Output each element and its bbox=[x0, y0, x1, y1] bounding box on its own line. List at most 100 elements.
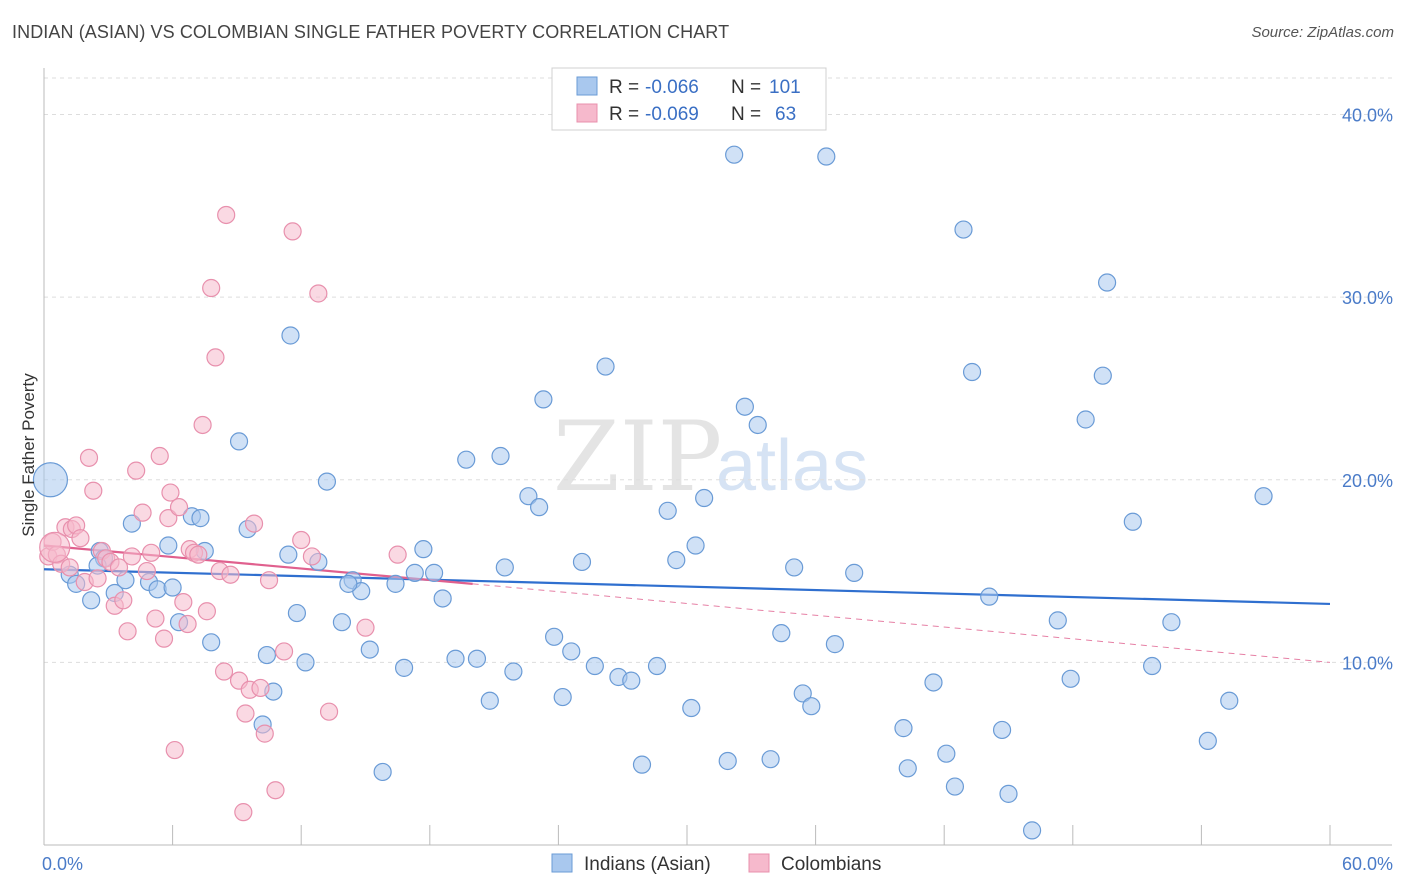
point-indian bbox=[457, 450, 476, 469]
point-colombian bbox=[88, 569, 107, 588]
point-indian bbox=[898, 759, 917, 778]
point-colombian bbox=[319, 702, 339, 721]
point-indian bbox=[296, 653, 315, 672]
point-indian bbox=[585, 656, 604, 676]
point-colombian bbox=[122, 547, 141, 566]
legend-swatch-indian bbox=[551, 853, 573, 873]
point-colombian bbox=[283, 222, 302, 241]
point-indian bbox=[433, 589, 452, 608]
point-indian bbox=[317, 472, 337, 491]
point-indian bbox=[1254, 487, 1273, 506]
point-indian bbox=[937, 744, 956, 763]
point-indian bbox=[924, 673, 943, 692]
point-colombian bbox=[251, 678, 270, 698]
point-indian bbox=[845, 563, 864, 582]
legend-box bbox=[551, 67, 827, 131]
legend-n-label: N = bbox=[731, 104, 761, 125]
point-indian bbox=[1097, 273, 1117, 292]
point-indian bbox=[386, 574, 405, 593]
point-colombian bbox=[202, 278, 221, 298]
point-indian bbox=[825, 635, 844, 654]
trend-lines bbox=[43, 544, 1331, 663]
point-indian bbox=[360, 640, 379, 659]
y-tick-label: 30.0% bbox=[1342, 288, 1393, 308]
point-colombian bbox=[274, 642, 294, 661]
point-indian bbox=[622, 671, 641, 690]
point-indian bbox=[980, 587, 999, 606]
point-colombian bbox=[221, 565, 240, 584]
point-indian bbox=[817, 147, 836, 166]
point-indian bbox=[1048, 611, 1067, 630]
correlation-legend: R = -0.066 N = 101 R = -0.069 N = 63 bbox=[551, 67, 827, 131]
point-indian bbox=[257, 645, 277, 665]
point-colombian bbox=[206, 348, 225, 367]
point-colombian bbox=[142, 543, 161, 562]
point-colombian bbox=[244, 514, 264, 533]
point-colombian bbox=[266, 781, 285, 800]
point-indian bbox=[686, 536, 705, 555]
point-colombian bbox=[165, 740, 184, 760]
point-indian bbox=[1162, 613, 1181, 632]
series-legend: Indians (Asian) Colombians bbox=[551, 853, 881, 875]
source-label: Source: ZipAtlas.com bbox=[1251, 24, 1394, 41]
point-colombian bbox=[302, 547, 322, 566]
point-colombian bbox=[79, 448, 99, 467]
point-indian bbox=[1022, 821, 1042, 840]
watermark: ZIP atlas bbox=[553, 401, 868, 513]
point-colombian bbox=[109, 558, 129, 577]
point-indian bbox=[945, 777, 965, 796]
point-indian bbox=[424, 563, 444, 582]
point-colombian bbox=[217, 205, 236, 225]
point-colombian bbox=[169, 498, 189, 517]
point-indian bbox=[405, 563, 424, 582]
point-indian bbox=[658, 501, 677, 520]
point-colombian bbox=[39, 531, 71, 563]
axes bbox=[43, 68, 1392, 846]
x-tick-label: 0.0% bbox=[42, 854, 83, 874]
point-indian bbox=[491, 446, 510, 466]
legend-n-value: 101 bbox=[769, 77, 801, 98]
point-indian bbox=[519, 487, 538, 506]
chart-title: INDIAN (ASIAN) VS COLOMBIAN SINGLE FATHE… bbox=[12, 22, 730, 42]
legend-label-indian: Indians (Asian) bbox=[584, 854, 711, 875]
point-indian bbox=[1143, 656, 1162, 676]
x-tick-label: 60.0% bbox=[1342, 854, 1393, 874]
point-colombian bbox=[255, 724, 274, 743]
point-indian bbox=[761, 750, 780, 769]
legend-r-value: -0.066 bbox=[645, 77, 699, 98]
point-indian bbox=[534, 390, 553, 409]
legend-r-value: -0.069 bbox=[645, 104, 699, 125]
point-indian bbox=[632, 755, 652, 774]
point-colombian bbox=[236, 704, 255, 723]
point-indian bbox=[414, 540, 433, 559]
legend-r-label: R = bbox=[609, 104, 639, 125]
point-indian bbox=[894, 719, 913, 738]
point-colombian bbox=[214, 662, 234, 681]
point-colombian bbox=[178, 614, 197, 634]
point-colombian bbox=[197, 602, 216, 621]
point-indian bbox=[1123, 512, 1142, 531]
point-indian bbox=[725, 145, 744, 164]
point-colombian bbox=[159, 509, 178, 528]
data-points bbox=[32, 145, 1273, 840]
point-indian bbox=[1093, 366, 1112, 385]
point-colombian bbox=[127, 461, 146, 480]
point-colombian bbox=[388, 545, 407, 564]
point-colombian bbox=[193, 415, 212, 435]
point-colombian bbox=[118, 622, 137, 641]
watermark-zip: ZIP bbox=[553, 401, 722, 513]
point-indian bbox=[572, 552, 592, 572]
point-indian bbox=[954, 220, 973, 239]
point-indian bbox=[82, 591, 101, 610]
point-indian bbox=[122, 514, 141, 533]
point-indian bbox=[32, 462, 69, 498]
point-indian bbox=[1220, 691, 1239, 710]
point-indian bbox=[962, 362, 982, 382]
point-indian bbox=[793, 684, 812, 703]
y-tick-label: 40.0% bbox=[1342, 106, 1393, 126]
point-colombian bbox=[259, 571, 279, 590]
point-indian bbox=[1198, 731, 1217, 751]
point-indian bbox=[545, 627, 564, 646]
point-colombian bbox=[60, 558, 79, 577]
point-indian bbox=[647, 656, 667, 676]
